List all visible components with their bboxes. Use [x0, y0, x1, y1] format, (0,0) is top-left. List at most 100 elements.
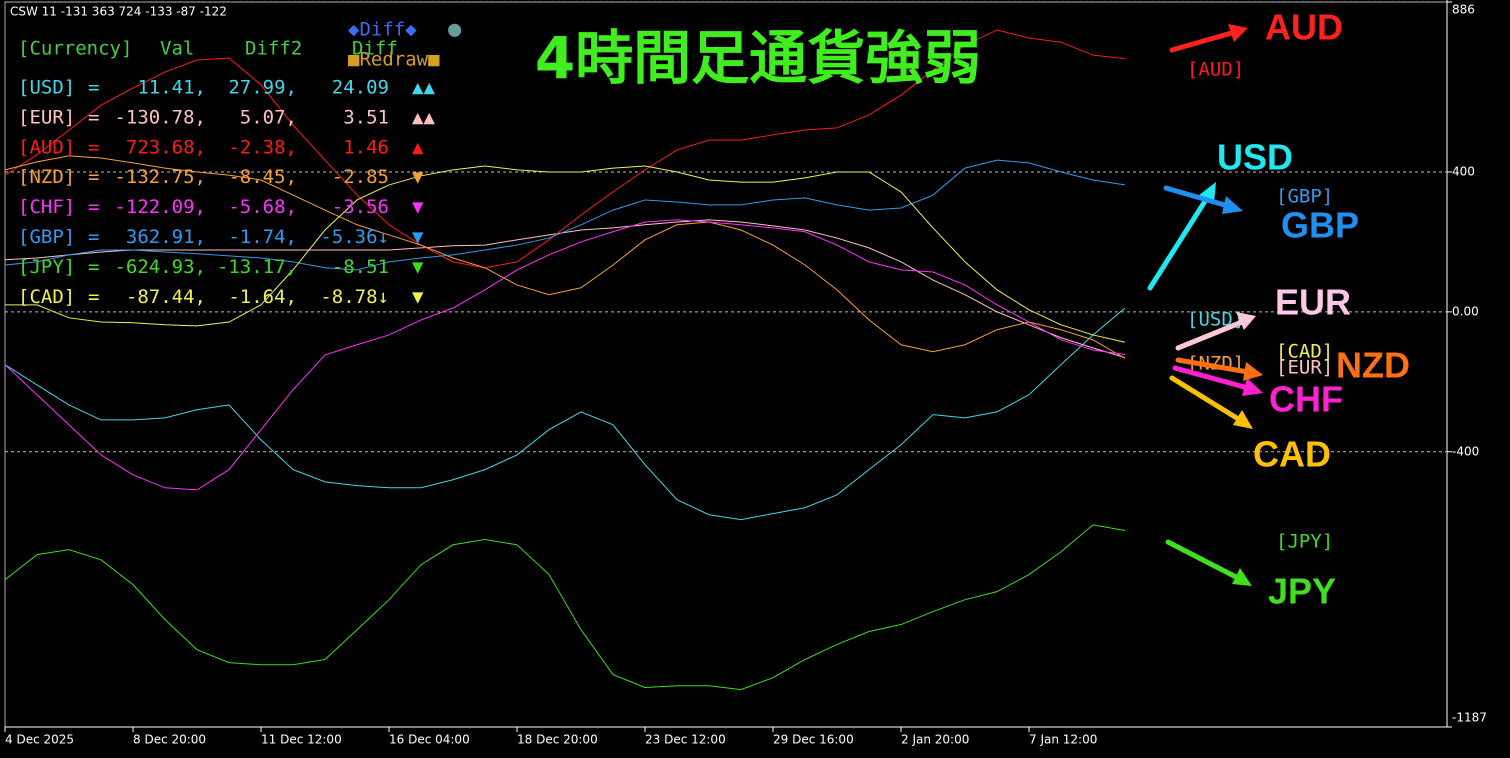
table-name: [NZD] [18, 166, 75, 188]
series-label: [EUR] [1276, 357, 1333, 379]
table-name: [GBP] [18, 226, 75, 248]
arrow [1163, 185, 1231, 209]
series-line [4, 29, 1126, 269]
button-circle[interactable]: ● [448, 17, 462, 42]
arrow [1169, 375, 1243, 423]
button-redraw[interactable]: ■Redraw■ [348, 49, 440, 71]
legend-table: [Currency] Val Diff2 Diff [USD] = 11.41, 27.99,… [18, 38, 435, 308]
annotation: JPY [1268, 571, 1336, 612]
annotation: AUD [1265, 7, 1343, 48]
table-cell: -1.64, [228, 286, 297, 308]
table-header: Diff2 [245, 38, 302, 60]
table-cell: -87.44, [126, 286, 206, 308]
annotation: NZD [1336, 345, 1410, 386]
table-cell: = [88, 226, 99, 248]
table-cell: ▲▲ [412, 106, 435, 128]
table-cell: 11.41, [137, 77, 206, 99]
arrow [1165, 539, 1241, 581]
series-line [5, 165, 1126, 343]
annotation: CAD [1253, 434, 1331, 475]
table-header: [Currency] [18, 38, 132, 60]
table-cell: -13.17, [217, 256, 297, 278]
table-cell: ▼ [412, 256, 424, 278]
button-diff[interactable]: ◆Diff◆ [348, 19, 417, 41]
series-line [4, 159, 1126, 271]
table-cell: = [88, 77, 99, 99]
table-cell: 27.99, [228, 77, 297, 99]
y-tick-label: 886 [1452, 3, 1475, 17]
table-cell: ▼ [412, 226, 424, 248]
table-name: [CHF] [18, 196, 75, 218]
arrow [1169, 29, 1238, 53]
arrow-head [1233, 410, 1253, 429]
series-line [4, 155, 1126, 359]
table-cell: 1.46 [343, 136, 389, 158]
table-header: Diff [352, 38, 398, 60]
table-name: [USD] [18, 77, 75, 99]
table-cell: -122.09, [114, 196, 206, 218]
table-cell: = [88, 286, 99, 308]
x-tick-label: 23 Dec 12:00 [645, 733, 726, 747]
x-axis-band [0, 728, 1510, 758]
table-name: [CAD] [18, 286, 75, 308]
series-line [4, 219, 1126, 491]
arrow-head [1236, 312, 1256, 330]
series-label: [GBP] [1276, 186, 1333, 208]
annotation: EUR [1275, 282, 1351, 323]
series-line [4, 524, 1126, 691]
annotation: USD [1217, 137, 1293, 178]
y-tick-label: -1187 [1452, 711, 1487, 725]
series-label: [JPY] [1276, 531, 1333, 553]
arrow [1147, 195, 1210, 291]
arrow-head [1242, 378, 1263, 396]
table-cell: 3.51 [343, 106, 389, 128]
table-cell: -8.45, [228, 166, 297, 188]
annotation-arrows [1147, 24, 1263, 586]
y-tick-label: -400 [1452, 444, 1479, 458]
x-tick-label: 8 Dec 20:00 [133, 733, 206, 747]
header: CSW 11 -131 363 724 -133 -87 -122 [10, 5, 227, 19]
table-cell: = [88, 196, 99, 218]
x-tick-label: 11 Dec 12:00 [261, 733, 342, 747]
series-line [4, 307, 1126, 521]
arrow-head [1232, 568, 1252, 586]
table-cell: -624.93, [114, 256, 206, 278]
table-cell: -132.75, [114, 166, 206, 188]
lines: [NZD][USD][CAD][EUR][AUD][GBP][JPY] [4, 29, 1333, 691]
table-cell: -1.74, [228, 226, 297, 248]
series-label: [CAD] [1276, 341, 1333, 363]
annotations: AUD USD GBP EUR NZD CHF CAD JPY [1217, 7, 1410, 612]
table-cell: = [88, 256, 99, 278]
title: 4時間足通貨強弱 [535, 24, 981, 92]
table-cell: -2.38, [228, 136, 297, 158]
table-cell: = [88, 166, 99, 188]
x-tick-label: 7 Jan 12:00 [1029, 733, 1097, 747]
y-tick-label: 0.00 [1452, 304, 1479, 318]
x-tick-label: 16 Dec 04:00 [389, 733, 470, 747]
table-cell: 24.09 [332, 77, 389, 99]
annotation: GBP [1281, 205, 1359, 246]
x-tick-label: 4 Dec 2025 [5, 733, 74, 747]
table-cell: -130.78, [114, 106, 206, 128]
table-cell: -5.68, [228, 196, 297, 218]
table-cell: ▼ [412, 196, 424, 218]
arrow [1175, 357, 1251, 375]
table-header: Val [160, 38, 194, 60]
table-cell: -8.51 [332, 256, 389, 278]
y-tick-label: 400 [1452, 164, 1475, 178]
arrow-head [1243, 362, 1263, 381]
arrow-head [1198, 182, 1216, 204]
arrow [1172, 365, 1251, 391]
series-line [4, 219, 1126, 359]
table-cell: ▼ [412, 286, 424, 308]
table-cell: -3.56 [332, 196, 389, 218]
table-cell: = [88, 106, 99, 128]
x-tick-label: 29 Dec 16:00 [773, 733, 854, 747]
table-cell: -5.36↓ [320, 226, 389, 248]
table-cell: 723.68, [126, 136, 206, 158]
x-tick-label: 18 Dec 20:00 [517, 733, 598, 747]
table-name: [EUR] [18, 106, 75, 128]
series-label: [AUD] [1187, 59, 1244, 81]
